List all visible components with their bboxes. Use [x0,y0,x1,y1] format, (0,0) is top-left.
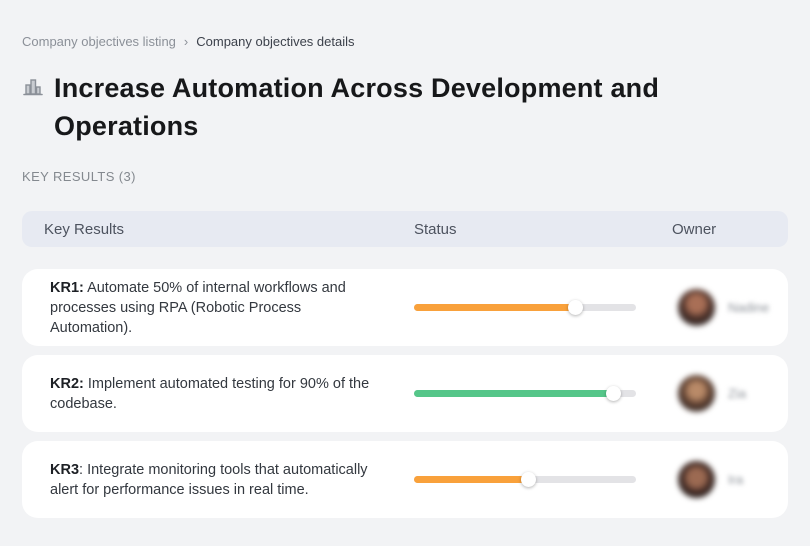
kr1-description: Automate 50% of internal workflows and p… [50,279,346,336]
kr3-text: KR3: Integrate monitoring tools that aut… [50,460,372,500]
kr2-progress-bar[interactable] [414,386,636,401]
table-row-kr2[interactable]: KR2: Implement automated testing for 90%… [22,355,788,432]
progress-knob[interactable] [521,472,537,487]
kr1-progress-bar[interactable] [414,300,636,315]
kr3-label: KR3 [50,461,80,478]
kr1-label: KR1: [50,279,84,296]
breadcrumb: Company objectives listing › Company obj… [22,0,788,49]
avatar [678,375,715,412]
key-results-section-label: KEY RESULTS (3) [22,169,136,184]
owner-name: Ira [728,472,744,487]
breadcrumb-listing-link[interactable]: Company objectives listing [22,34,176,49]
kr1-owner: Nadine [678,289,788,326]
kr2-owner: Zia [678,375,788,412]
company-objective-details-page: Company objectives listing › Company obj… [22,0,788,518]
key-results-list: KR1: Automate 50% of internal workflows … [22,269,788,518]
avatar [678,461,715,498]
kr2-description: Implement automated testing for 90% of t… [50,375,370,412]
kr3-owner: Ira [678,461,788,498]
kr1-text: KR1: Automate 50% of internal workflows … [50,278,372,338]
kr2-text: KR2: Implement automated testing for 90%… [50,374,372,414]
kr2-label: KR2: [50,375,84,392]
buildings-icon [22,76,44,103]
title-row: Increase Automation Across Development a… [22,69,788,145]
table-row-kr3[interactable]: KR3: Integrate monitoring tools that aut… [22,441,788,518]
avatar [678,289,715,326]
chevron-right-icon: › [183,34,189,49]
breadcrumb-current-page: Company objectives details [196,34,355,49]
table-header: Key Results Status Owner [22,211,788,247]
progress-fill [414,390,614,397]
column-header-status: Status [414,220,457,238]
progress-knob[interactable] [605,386,621,401]
owner-name: Zia [728,386,747,401]
table-row-kr1[interactable]: KR1: Automate 50% of internal workflows … [22,269,788,346]
progress-fill [414,476,530,483]
page-title: Increase Automation Across Development a… [54,73,660,141]
kr3-progress-bar[interactable] [414,472,636,487]
column-header-owner: Owner [672,220,717,238]
kr3-description: : Integrate monitoring tools that automa… [50,461,368,498]
progress-fill [414,304,577,311]
owner-name: Nadine [728,300,770,315]
progress-knob[interactable] [568,300,584,315]
column-header-key-results: Key Results [44,220,125,238]
